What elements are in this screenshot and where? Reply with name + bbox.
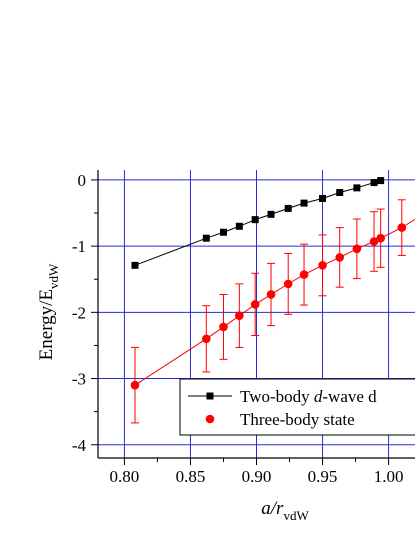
legend-label-part-italic: d [314,387,323,406]
y-axis-title-main: Energy/E [36,289,57,360]
data-point-circle [235,311,244,320]
series-0 [131,177,385,269]
legend-marker-three-body [205,414,215,424]
y-tick-label: -4 [72,436,87,455]
legend-label-part: Two-body [240,387,314,406]
legend-label-part: -wave d [322,387,377,406]
x-axis-title-main: a/r [261,498,284,519]
data-point-square [353,184,361,192]
x-tick-label: 1.00 [374,467,404,486]
data-point-square [131,261,139,269]
series-1 [130,199,415,424]
y-tick-label: -1 [72,237,86,256]
series [130,177,415,424]
legend-marker-two-body [206,392,214,400]
data-point-square [377,177,385,185]
data-point-circle [376,233,385,243]
legend-label-three-body: Three-body state [240,410,355,429]
data-point-circle [202,334,211,344]
data-point-circle [219,322,228,332]
data-point-square [319,194,327,202]
x-axis-title-sub: vdW [283,508,309,523]
data-point-square [370,179,378,187]
data-point-circle [318,261,327,270]
data-point-square [235,222,243,230]
data-point-circle [369,237,379,246]
y-tick-label: -3 [72,370,86,389]
y-tick-label: -2 [72,303,86,322]
x-tick-label: 0.95 [308,467,338,486]
data-point-circle [299,270,309,279]
data-point-circle [352,244,362,254]
x-tick-label: 0.85 [176,467,206,486]
legend: Two-body d-wave d Three-body state [179,378,415,436]
axes: 0.800.850.900.951.0010-1-2-3-4 [72,170,415,486]
x-axis-title: a/rvdW [261,498,309,523]
legend-box [179,378,415,436]
data-point-circle [130,380,140,390]
y-tick-label: 0 [78,171,87,190]
y-axis-title: Energy/EvdW [36,263,61,360]
data-point-square [267,210,275,218]
data-point-square [336,189,344,197]
data-point-square [202,234,210,242]
data-point-circle [397,223,407,232]
legend-label-two-body: Two-body d-wave d [240,387,377,406]
data-point-square [251,216,259,224]
x-tick-label: 0.90 [242,467,272,486]
data-point-circle [335,253,345,262]
data-point-square [219,228,227,236]
data-point-circle [250,300,260,309]
data-point-square [300,199,308,207]
y-axis-title-sub: vdW [46,263,61,289]
data-point-circle [283,279,293,289]
x-tick-label: 0.80 [110,467,140,486]
data-point-square [284,204,292,212]
data-point-circle [266,290,276,299]
